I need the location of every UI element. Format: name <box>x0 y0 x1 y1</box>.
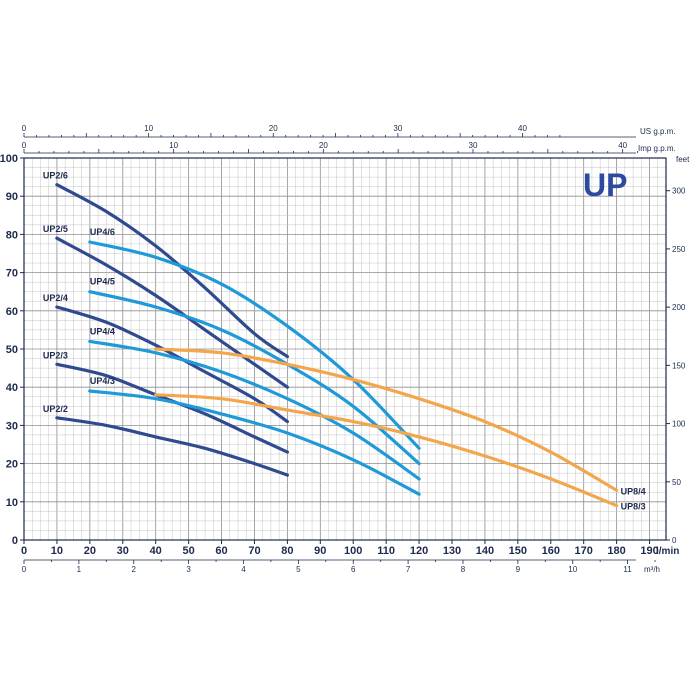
y-tick-label: 90 <box>6 191 18 203</box>
y-tick-label: 20 <box>6 459 18 471</box>
series-label-up2-4: UP2/4 <box>43 293 68 303</box>
grid <box>23 157 667 541</box>
series-label-up2-2: UP2/2 <box>43 404 68 414</box>
m3h-tick-label: 5 <box>296 565 301 574</box>
y-tick-label: 80 <box>6 229 18 241</box>
series-label-up4-5: UP4/5 <box>90 277 115 287</box>
series-line-up4-4 <box>88 339 421 481</box>
series-lines <box>55 183 619 508</box>
m3h-tick-label: 8 <box>461 565 466 574</box>
series-line-up2-2 <box>55 416 289 477</box>
x-tick-label: 60 <box>215 545 227 557</box>
axes: 0102030405060708090100050100150200250300… <box>0 124 690 574</box>
x-tick-label: 70 <box>248 545 260 557</box>
series-label-up2-3: UP2/3 <box>43 350 68 360</box>
us-gpm-tick-label: 30 <box>393 124 402 133</box>
x-tick-label: 30 <box>117 545 129 557</box>
m3h-tick-label: 11 <box>623 565 632 574</box>
x-tick-label: 170 <box>575 545 593 557</box>
us-gpm-tick-label: 0 <box>22 124 27 133</box>
y-tick-label: 50 <box>6 344 18 356</box>
m3h-tick-label: 2 <box>132 565 137 574</box>
y-tick-label: 30 <box>6 420 18 432</box>
m3h-tick-label: 7 <box>406 565 411 574</box>
series-line-up4-5 <box>88 290 421 466</box>
x-tick-label: 40 <box>150 545 162 557</box>
feet-tick-label: 150 <box>672 361 686 370</box>
x-tick-label: 10 <box>51 545 63 557</box>
imp-gpm-tick-label: 10 <box>169 141 178 150</box>
series-line-up4-6 <box>88 240 421 450</box>
feet-tick-label: 100 <box>672 420 686 429</box>
series-line-up2-5 <box>55 236 289 389</box>
x-unit-label: l/min <box>656 546 679 557</box>
y-tick-label: 10 <box>6 497 18 509</box>
feet-tick-label: 50 <box>672 478 681 487</box>
x-tick-label: 120 <box>410 545 428 557</box>
x-tick-label: 180 <box>607 545 625 557</box>
us-gpm-unit-label: US g.p.m. <box>640 127 676 136</box>
series-label-up4-6: UP4/6 <box>90 227 115 237</box>
feet-tick-label: 250 <box>672 245 686 254</box>
series-line-up8-3 <box>154 393 619 508</box>
m3h-tick-label: 4 <box>241 565 246 574</box>
x-tick-label: 130 <box>443 545 461 557</box>
x-tick-label: 20 <box>84 545 96 557</box>
series-label-up8-4: UP8/4 <box>621 486 646 496</box>
m3h-tick-label: 0 <box>22 565 27 574</box>
series-label-up8-3: UP8/3 <box>621 502 646 512</box>
series-label-up2-5: UP2/5 <box>43 224 68 234</box>
imp-gpm-tick-label: 30 <box>469 141 478 150</box>
imp-gpm-unit-label: Imp g.p.m. <box>638 144 676 153</box>
us-gpm-tick-label: 10 <box>144 124 153 133</box>
series-line-up8-4 <box>154 347 619 492</box>
series-label-up2-6: UP2/6 <box>43 171 68 181</box>
m3h-tick-label: 3 <box>186 565 191 574</box>
m3h-unit-label: m³/h <box>644 565 660 574</box>
feet-unit-label: feet <box>676 155 690 164</box>
feet-tick-label: 0 <box>672 536 677 545</box>
x-tick-label: 100 <box>344 545 362 557</box>
us-gpm-tick-label: 20 <box>269 124 278 133</box>
x-tick-label: 50 <box>182 545 194 557</box>
series-label-up4-4: UP4/4 <box>90 326 115 336</box>
x-tick-label: 190 <box>640 545 658 557</box>
m3h-tick-label: 6 <box>351 565 356 574</box>
x-tick-label: 150 <box>509 545 527 557</box>
y-tick-label: 70 <box>6 268 18 280</box>
brand-logo: UP <box>583 167 627 203</box>
x-tick-label: 140 <box>476 545 494 557</box>
y-tick-label: 40 <box>6 382 18 394</box>
series-labels: UP2/6 UP2/5 UP2/4 UP2/3 UP2/2 UP4/6 UP4/5 UP4/4… <box>43 171 646 512</box>
y-tick-label: 100 <box>0 153 18 165</box>
series-line-up4-3 <box>88 389 421 496</box>
y-tick-label: 0 <box>12 535 18 547</box>
feet-tick-label: 300 <box>672 187 686 196</box>
us-gpm-tick-label: 40 <box>518 124 527 133</box>
x-tick-label: 110 <box>377 545 395 557</box>
imp-gpm-tick-label: 0 <box>22 141 27 150</box>
imp-gpm-tick-label: 20 <box>319 141 328 150</box>
m3h-tick-label: 1 <box>77 565 82 574</box>
feet-tick-label: 200 <box>672 303 686 312</box>
m3h-tick-label: 9 <box>516 565 521 574</box>
imp-gpm-tick-label: 40 <box>618 141 627 150</box>
series-label-up4-3: UP4/3 <box>90 376 115 386</box>
y-tick-label: 60 <box>6 306 18 318</box>
x-tick-label: 0 <box>21 545 27 557</box>
x-tick-label: 80 <box>281 545 293 557</box>
m3h-tick-label: 10 <box>568 565 577 574</box>
x-tick-label: 160 <box>542 545 560 557</box>
x-tick-label: 90 <box>314 545 326 557</box>
